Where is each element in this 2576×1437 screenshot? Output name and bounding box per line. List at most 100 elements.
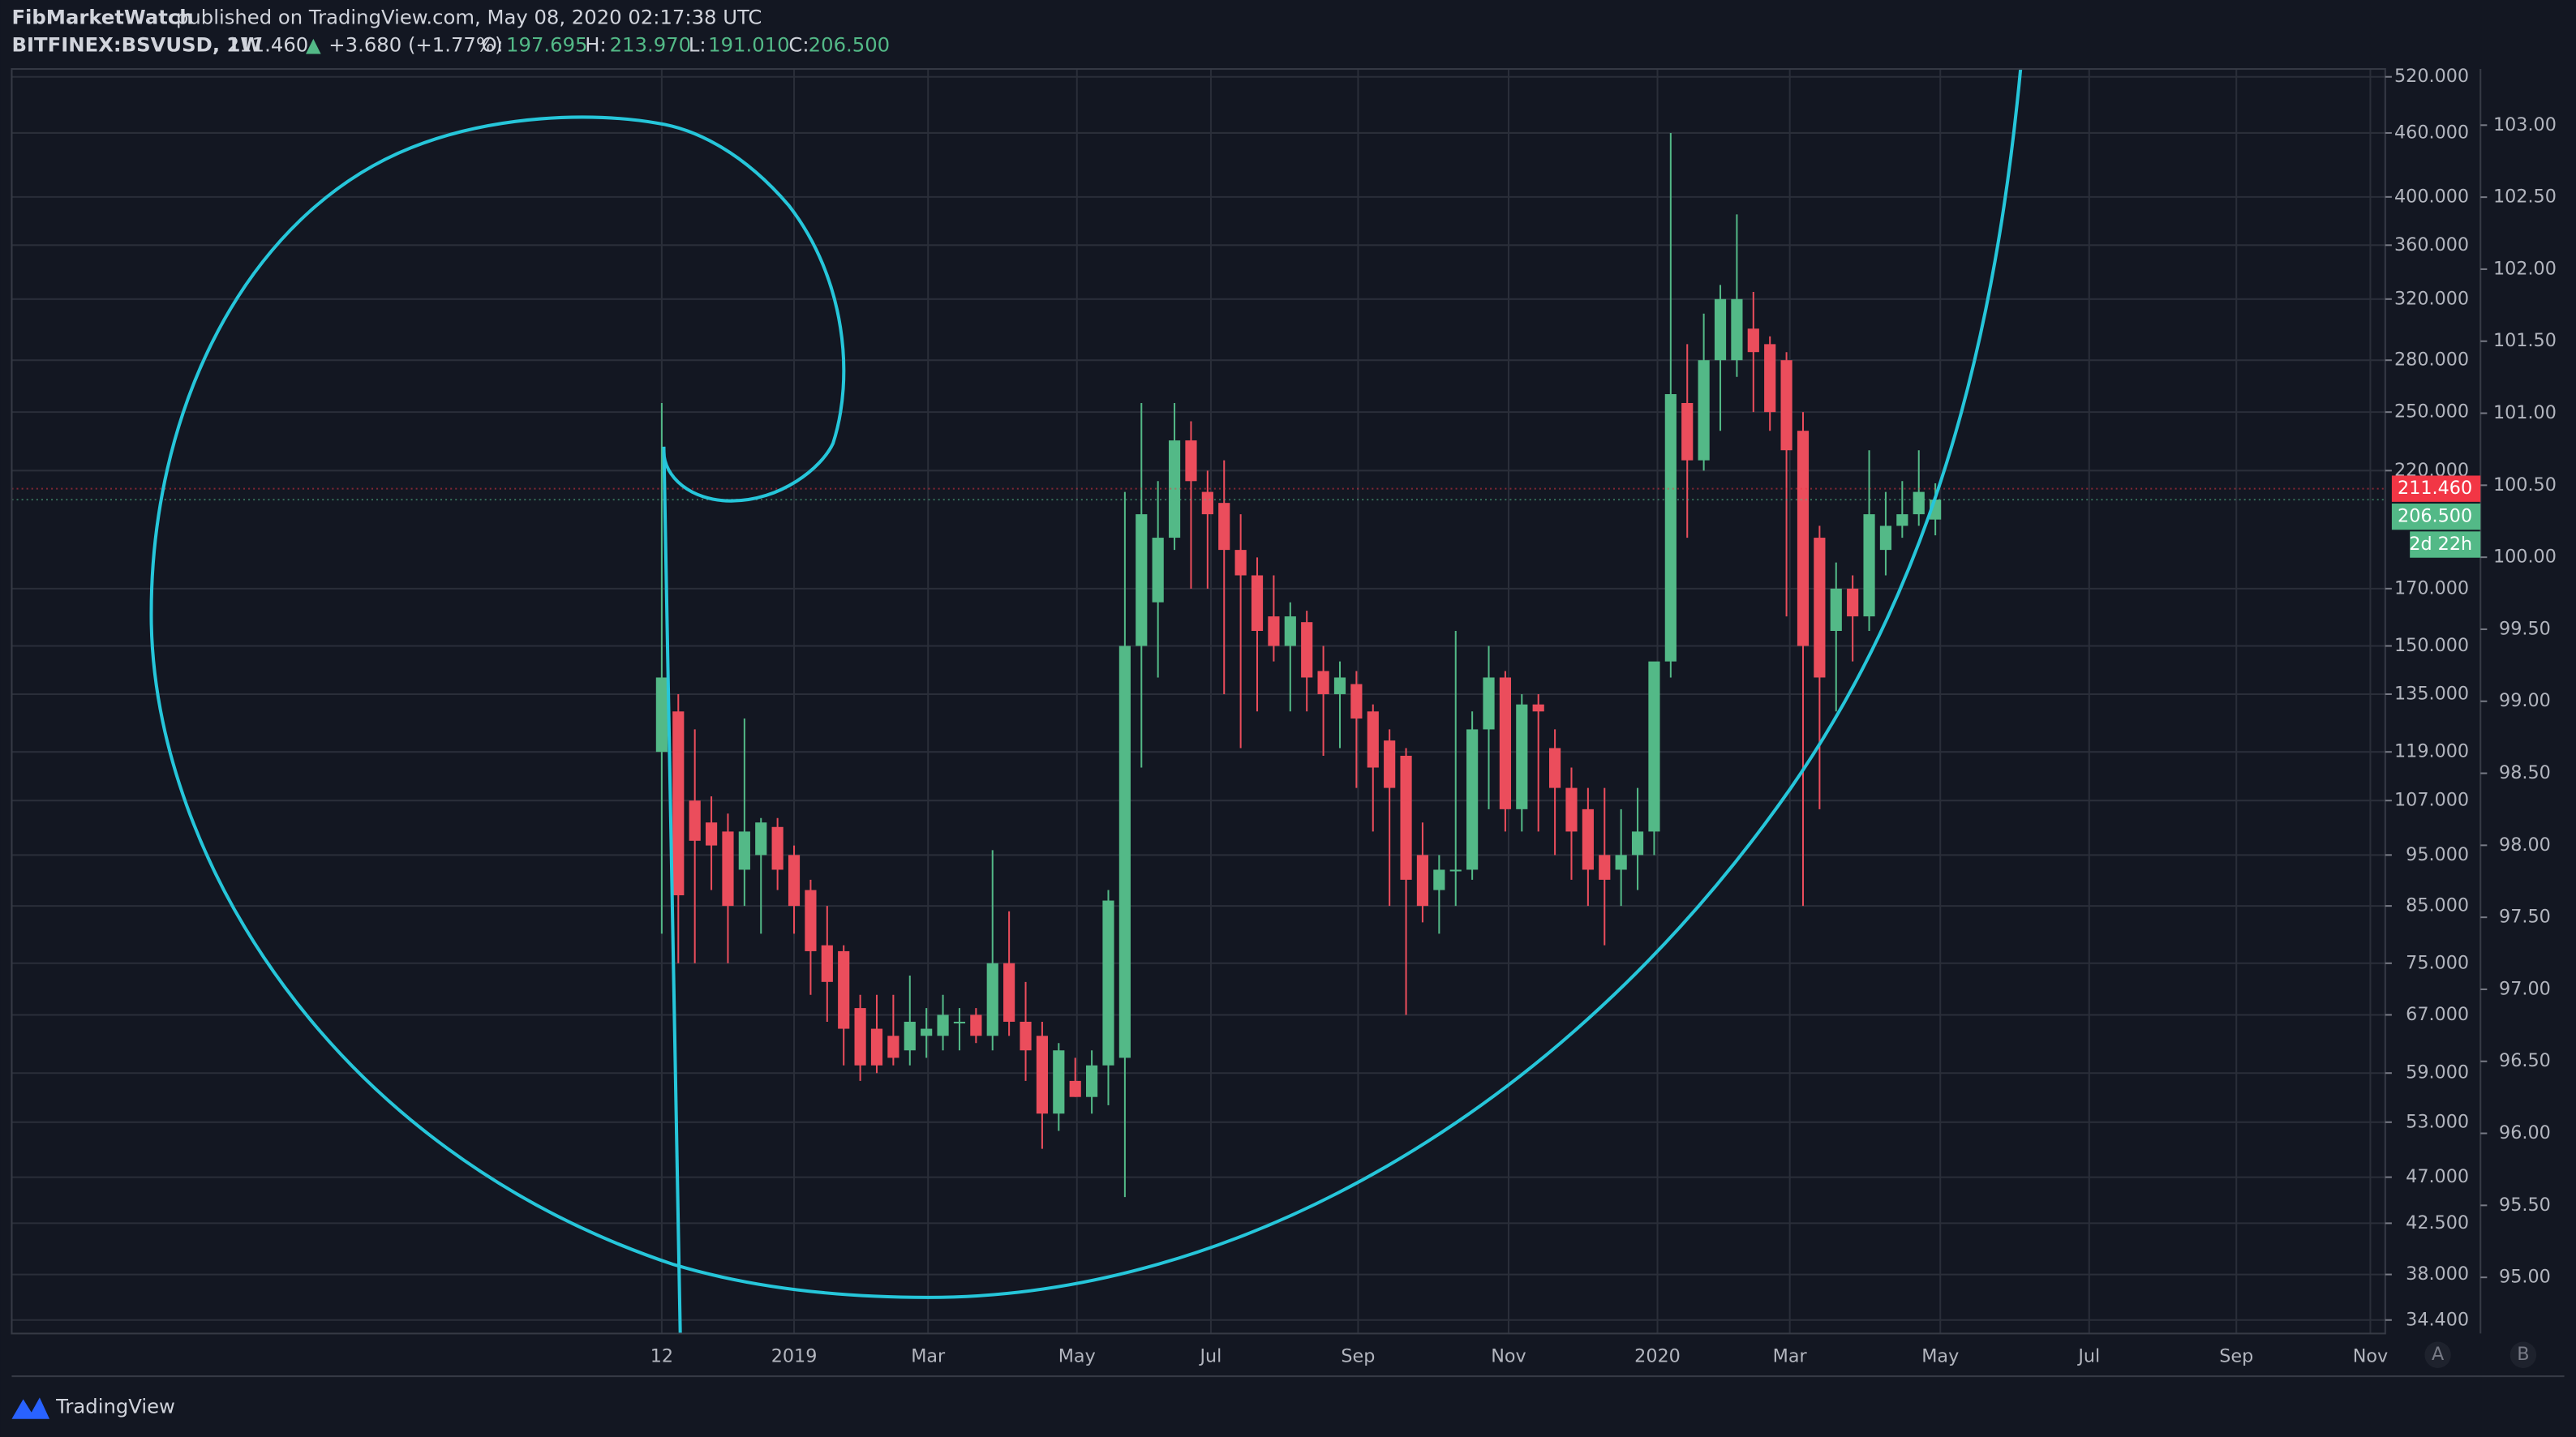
candle-body [722,831,734,907]
candle-body [1483,677,1495,730]
candle-body [921,1028,933,1036]
candle-body [1036,1036,1049,1114]
y-tick-label: 67.000 [2406,1004,2469,1025]
y-tick-label: 520.000 [2394,66,2469,87]
l-label: L: [689,33,706,57]
candle-body [1367,711,1379,768]
plot-border [11,68,2386,1335]
candle-body [1780,360,1792,451]
price-label: 206.500 [2398,506,2472,527]
candle-body [1631,831,1644,856]
candle-body [1830,588,1842,632]
candle-body [1136,514,1148,646]
x-tick-label: 2020 [1634,1345,1681,1366]
fib-spiral [149,68,2023,1299]
price-label: 211.460 [2398,478,2472,499]
y-tick-label: 280.000 [2394,350,2469,371]
candle-body [870,1028,883,1066]
candle-body [1599,855,1611,880]
y-tick-label: 38.000 [2406,1263,2469,1285]
c-value: 206.500 [809,33,890,57]
candle-body [1284,616,1296,646]
h-label: H: [585,33,606,57]
candle-body [755,822,767,856]
axes: 12 2019 Mar May Jul Sep Nov 2020 Mar May Jul Sep Nov… [650,66,2557,1366]
candle-body [1847,588,1859,617]
y-tick-label: 47.000 [2406,1166,2469,1187]
candle-body [1400,755,1412,880]
x-tick-label: Mar [1773,1345,1808,1366]
candle-body [1449,869,1462,872]
candle-body [1433,869,1445,890]
candle-body [1268,616,1280,646]
candle-body [1714,298,1727,361]
y-tick-label: 150.000 [2394,635,2469,656]
y2-tick-label: 99.50 [2499,618,2551,639]
candle-body [1814,538,1826,678]
candle-body [1317,671,1329,694]
candle-body [1086,1065,1098,1097]
y2-tick-label: 95.50 [2499,1195,2551,1216]
candle-body [1549,748,1561,788]
y2-tick-label: 101.50 [2493,330,2557,351]
candle-body [937,1014,949,1036]
change: +3.680 (+1.77%) [328,33,502,57]
y-tick-label: 95.000 [2406,844,2469,865]
y2-tick-label: 99.00 [2499,690,2551,711]
y-tick-label: 34.400 [2406,1309,2469,1330]
candle-body [1582,809,1594,870]
y2-tick-label: 100.50 [2493,474,2557,495]
y2-tick-label: 102.00 [2493,258,2557,279]
c-label: C: [788,33,809,57]
y-tick-label: 170.000 [2394,577,2469,598]
candle-body [953,1021,966,1023]
candle-body [1251,575,1264,632]
candle-body [1416,855,1429,907]
candle-body [1516,704,1528,809]
logo-icon [11,1397,50,1419]
button-b-bg[interactable] [2509,1341,2537,1368]
candle-body [1201,491,1213,515]
x-tick-label: Sep [1341,1345,1375,1366]
price-label-box [2391,475,2481,502]
candle-body [1532,704,1544,712]
button-a-bg[interactable] [2424,1341,2451,1368]
arrow: ▲ [306,33,321,57]
candle-body [1333,677,1346,694]
y2-tick-label: 102.50 [2493,187,2557,208]
candle-body [1698,360,1710,461]
candle-body [1648,661,1660,832]
y2-tick-label: 95.00 [2499,1267,2551,1288]
candle-body [1499,677,1511,809]
candle-body [1350,684,1363,719]
candle-body [705,822,718,846]
candle-body [1020,1021,1032,1051]
y-tick-label: 75.000 [2406,952,2469,973]
price-label-box [2391,503,2481,530]
candle-body [1168,440,1181,538]
candle-body [904,1021,916,1051]
x-tick-label: Jul [2076,1345,2100,1366]
candle-body [1185,440,1197,482]
symbol: BITFINEX:BSVUSD, 1W [11,33,262,57]
spiral-line [662,446,682,1334]
y-tick-label: 360.000 [2394,234,2469,255]
candle-body [1069,1080,1081,1097]
candle-body [689,800,701,841]
y-tick-label: 53.000 [2406,1111,2469,1132]
button-b[interactable]: B [2517,1344,2529,1365]
candle-body [672,711,685,896]
x-tick-label: 2019 [771,1345,818,1366]
y2-tick-label: 100.00 [2493,547,2557,568]
button-a[interactable]: A [2432,1344,2445,1365]
o-value: 197.695 [506,33,587,57]
candle-body [1664,394,1677,662]
countdown: 2d 22h [2409,534,2472,555]
l-value: 191.010 [708,33,789,57]
candle-body [1731,298,1743,361]
y-tick-label: 135.000 [2394,683,2469,704]
candle-body [1879,525,1892,551]
y2-tick-label: 97.50 [2499,907,2551,928]
x-tick-label: 12 [650,1345,673,1366]
